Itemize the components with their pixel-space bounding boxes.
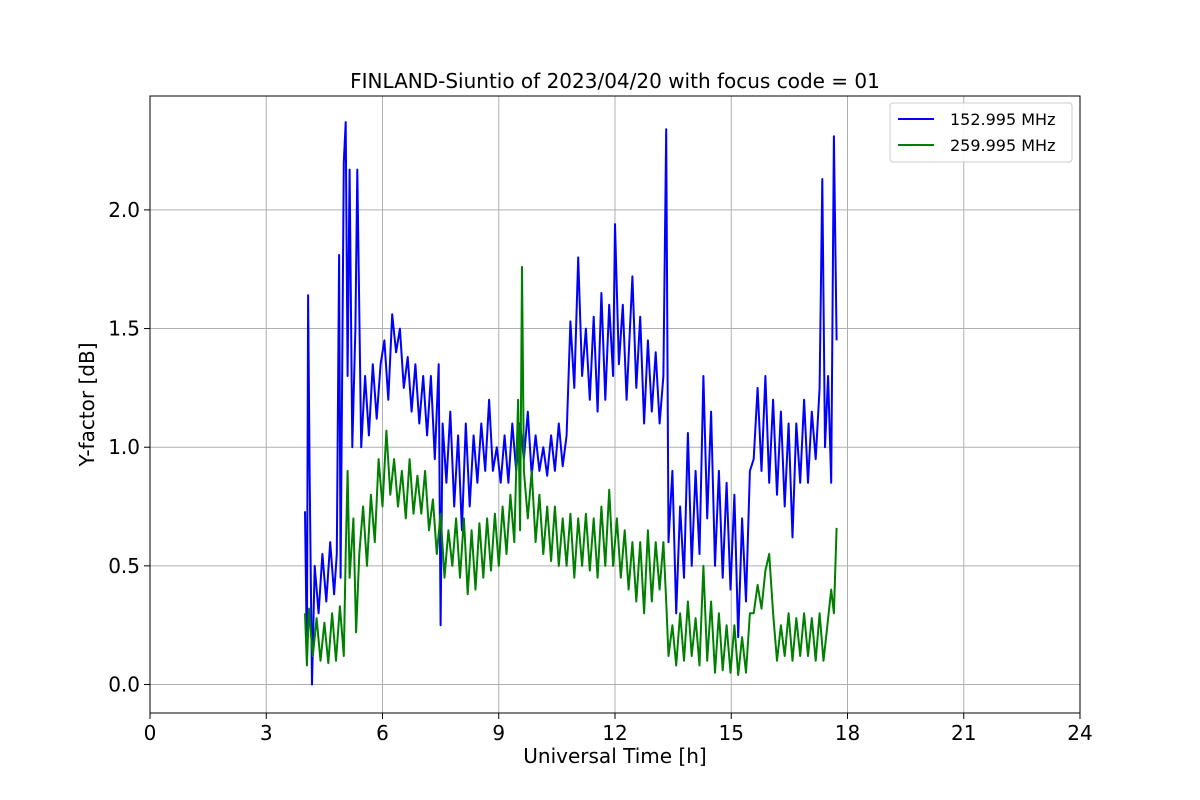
- chart-title: FINLAND-Siuntio of 2023/04/20 with focus…: [350, 69, 880, 93]
- y-tick-label: 0.5: [108, 554, 140, 578]
- series-layer: [304, 121, 838, 686]
- y-axis-label: Y-factor [dB]: [75, 342, 99, 467]
- x-tick-label: 6: [376, 721, 389, 745]
- y-tick-label: 0.0: [108, 673, 140, 697]
- series-line-260mhz: [304, 265, 838, 676]
- x-tick-label: 15: [719, 721, 744, 745]
- legend: 152.995 MHz 259.995 MHz: [889, 102, 1073, 163]
- series-line-152mhz: [304, 121, 838, 686]
- ticks: 0 3 6 9 12 15 18 21 24 0.0 0.5 1.0 1.5 2.0: [108, 198, 1093, 745]
- y-tick-label: 1.0: [108, 435, 140, 459]
- y-tick-label: 2.0: [108, 198, 140, 222]
- x-tick-label: 24: [1067, 721, 1092, 745]
- x-tick-label: 18: [835, 721, 860, 745]
- legend-label-152mhz: 152.995 MHz: [950, 110, 1055, 129]
- y-tick-label: 1.5: [108, 317, 140, 341]
- x-tick-label: 3: [260, 721, 273, 745]
- x-tick-label: 21: [951, 721, 976, 745]
- x-tick-label: 9: [492, 721, 505, 745]
- legend-box: [889, 102, 1073, 163]
- x-tick-label: 12: [602, 721, 627, 745]
- x-tick-label: 0: [144, 721, 157, 745]
- legend-label-260mhz: 259.995 MHz: [950, 136, 1055, 155]
- x-axis-label: Universal Time [h]: [523, 744, 706, 768]
